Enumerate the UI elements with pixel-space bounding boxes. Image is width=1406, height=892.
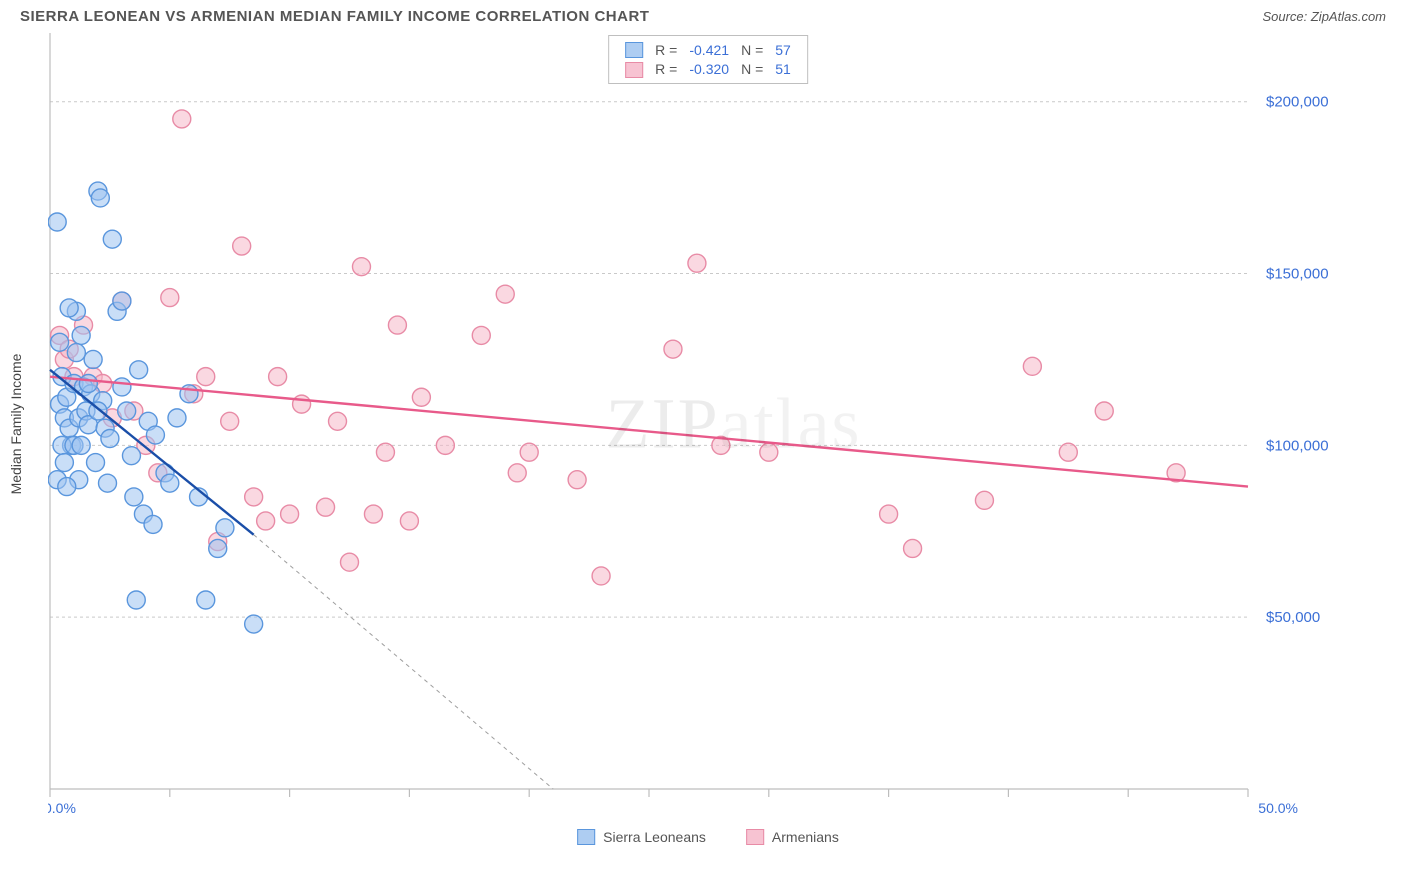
data-point [113, 292, 131, 310]
data-point [520, 443, 538, 461]
data-point [60, 299, 78, 317]
data-point [388, 316, 406, 334]
bottom-legend: Sierra Leoneans Armenians [577, 829, 839, 845]
data-point [257, 512, 275, 530]
data-point [472, 326, 490, 344]
data-point [118, 402, 136, 420]
legend-N-label: N = [735, 40, 769, 59]
data-point [58, 478, 76, 496]
x-tick-label: 0.0% [48, 800, 76, 816]
legend-a-N: 57 [769, 40, 797, 59]
data-point [113, 378, 131, 396]
data-point [329, 412, 347, 430]
data-point [48, 213, 66, 231]
data-point [99, 474, 117, 492]
legend-b-N: 51 [769, 59, 797, 78]
data-point [72, 326, 90, 344]
data-point [400, 512, 418, 530]
data-point [87, 454, 105, 472]
y-axis-label: Median Family Income [8, 354, 24, 495]
data-point [168, 409, 186, 427]
data-point [197, 368, 215, 386]
data-point [161, 289, 179, 307]
data-point [103, 230, 121, 248]
data-point [508, 464, 526, 482]
data-point [245, 615, 263, 633]
data-point [880, 505, 898, 523]
data-point [760, 443, 778, 461]
y-tick-label: $100,000 [1266, 437, 1329, 454]
data-point [180, 385, 198, 403]
legend-R-label: R = [649, 59, 683, 78]
data-point [904, 539, 922, 557]
data-point [317, 498, 335, 516]
data-point [281, 505, 299, 523]
data-point [688, 254, 706, 272]
data-point [101, 429, 119, 447]
data-point [1023, 357, 1041, 375]
source-label: Source: ZipAtlas.com [1262, 9, 1386, 24]
data-point [1059, 443, 1077, 461]
data-point [84, 350, 102, 368]
legend-swatch-a [625, 42, 643, 58]
legend-b-R: -0.320 [683, 59, 735, 78]
data-point [91, 189, 109, 207]
data-point [245, 488, 263, 506]
data-point [209, 539, 227, 557]
data-point [568, 471, 586, 489]
data-point [67, 344, 85, 362]
data-point [592, 567, 610, 585]
legend-swatch-b [746, 829, 764, 845]
chart-title: SIERRA LEONEAN VS ARMENIAN MEDIAN FAMILY… [20, 8, 649, 25]
legend-a-R: -0.421 [683, 40, 735, 59]
data-point [173, 110, 191, 128]
data-point [352, 258, 370, 276]
data-point [197, 591, 215, 609]
data-point [144, 515, 162, 533]
data-point [122, 447, 140, 465]
data-point [496, 285, 514, 303]
trendline-b [50, 377, 1248, 487]
data-point [412, 388, 430, 406]
data-point [1095, 402, 1113, 420]
data-point [269, 368, 287, 386]
data-point [216, 519, 234, 537]
legend-R-label: R = [649, 40, 683, 59]
x-tick-label: 50.0% [1258, 800, 1298, 816]
legend-swatch-b [625, 62, 643, 78]
data-point [55, 454, 73, 472]
data-point [293, 395, 311, 413]
scatter-plot: $50,000 $100,000 $150,000 $200,000 0.0% 50.0% [48, 29, 1368, 819]
legend-b-name: Armenians [772, 829, 839, 845]
legend-N-label: N = [735, 59, 769, 78]
data-point [161, 474, 179, 492]
y-tick-label: $200,000 [1266, 94, 1329, 111]
data-point [79, 375, 97, 393]
data-point [364, 505, 382, 523]
y-tick-label: $50,000 [1266, 609, 1320, 626]
data-point [51, 333, 69, 351]
data-point [221, 412, 239, 430]
data-point [125, 488, 143, 506]
data-point [146, 426, 164, 444]
data-point [436, 436, 454, 454]
y-tick-label: $150,000 [1266, 266, 1329, 283]
data-point [664, 340, 682, 358]
data-point [127, 591, 145, 609]
data-point [975, 491, 993, 509]
data-point [72, 436, 90, 454]
stats-legend: R = -0.421 N = 57 R = -0.320 N = 51 [608, 35, 808, 84]
legend-a-name: Sierra Leoneans [603, 829, 706, 845]
legend-swatch-a [577, 829, 595, 845]
data-point [341, 553, 359, 571]
data-point [233, 237, 251, 255]
trendline-a-ext [254, 535, 554, 789]
data-point [130, 361, 148, 379]
data-point [376, 443, 394, 461]
